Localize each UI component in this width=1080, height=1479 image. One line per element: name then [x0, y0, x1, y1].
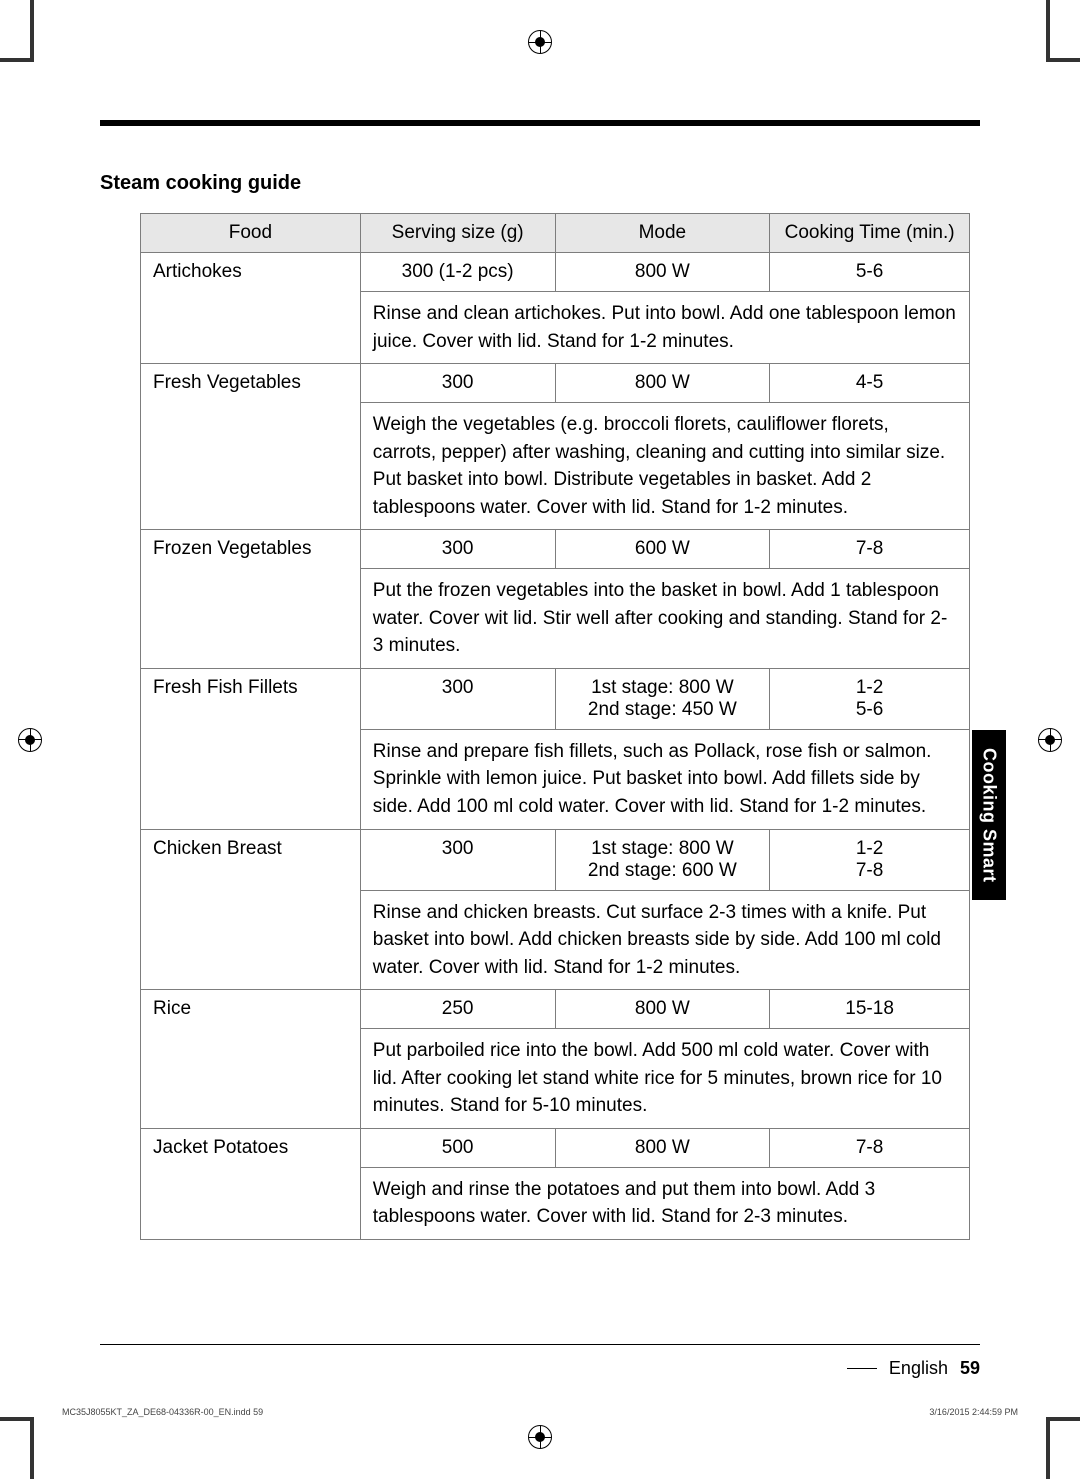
cell-serving-size: 500: [360, 1128, 555, 1167]
print-footer-right: 3/16/2015 2:44:59 PM: [929, 1407, 1018, 1417]
registration-mark: [528, 30, 552, 54]
cell-mode: 800 W: [555, 990, 770, 1029]
cell-serving-size: 300: [360, 668, 555, 729]
cell-mode: 800 W: [555, 1128, 770, 1167]
header-size: Serving size (g): [360, 214, 555, 253]
cell-food: Artichokes: [141, 253, 361, 364]
section-title: Steam cooking guide: [100, 172, 980, 195]
registration-mark: [18, 728, 42, 752]
steam-cooking-table: Food Serving size (g) Mode Cooking Time …: [140, 213, 970, 1240]
table-row: Fresh Vegetables300800 W4-5: [141, 364, 970, 403]
registration-mark: [1038, 728, 1062, 752]
cell-description: Put the frozen vegetables into the baske…: [360, 569, 969, 669]
table-row: Frozen Vegetables300600 W7-8: [141, 530, 970, 569]
header-food: Food: [141, 214, 361, 253]
cell-cooking-time: 15-18: [770, 990, 970, 1029]
header-time: Cooking Time (min.): [770, 214, 970, 253]
cell-food: Jacket Potatoes: [141, 1128, 361, 1239]
table-header-row: Food Serving size (g) Mode Cooking Time …: [141, 214, 970, 253]
cell-food: Frozen Vegetables: [141, 530, 361, 669]
table-row: Fresh Fish Fillets3001st stage: 800 W 2n…: [141, 668, 970, 729]
cell-cooking-time: 4-5: [770, 364, 970, 403]
footer-language: English: [889, 1358, 948, 1379]
cell-mode: 1st stage: 800 W 2nd stage: 450 W: [555, 668, 770, 729]
table-row: Rice250800 W15-18: [141, 990, 970, 1029]
table-row: Artichokes300 (1-2 pcs)800 W5-6: [141, 253, 970, 292]
cell-food: Chicken Breast: [141, 829, 361, 990]
cell-cooking-time: 1-2 5-6: [770, 668, 970, 729]
bottom-rule: [100, 1344, 980, 1345]
cell-mode: 800 W: [555, 253, 770, 292]
header-mode: Mode: [555, 214, 770, 253]
cell-serving-size: 300: [360, 364, 555, 403]
table-row: Jacket Potatoes500800 W7-8: [141, 1128, 970, 1167]
table-row: Chicken Breast3001st stage: 800 W 2nd st…: [141, 829, 970, 890]
cell-description: Weigh and rinse the potatoes and put the…: [360, 1167, 969, 1239]
footer-page-number: 59: [960, 1358, 980, 1379]
cell-description: Weigh the vegetables (e.g. broccoli flor…: [360, 403, 969, 530]
cell-cooking-time: 7-8: [770, 1128, 970, 1167]
print-footer-left: MC35J8055KT_ZA_DE68-04336R-00_EN.indd 59: [62, 1407, 263, 1417]
cell-cooking-time: 5-6: [770, 253, 970, 292]
cell-serving-size: 300: [360, 829, 555, 890]
cell-description: Rinse and clean artichokes. Put into bow…: [360, 292, 969, 364]
cell-serving-size: 300: [360, 530, 555, 569]
cell-cooking-time: 1-2 7-8: [770, 829, 970, 890]
cell-food: Fresh Vegetables: [141, 364, 361, 530]
page-content: Steam cooking guide Food Serving size (g…: [100, 120, 980, 1379]
cell-food: Fresh Fish Fillets: [141, 668, 361, 829]
registration-mark: [528, 1425, 552, 1449]
cell-serving-size: 300 (1-2 pcs): [360, 253, 555, 292]
cell-food: Rice: [141, 990, 361, 1129]
cell-mode: 800 W: [555, 364, 770, 403]
cell-description: Put parboiled rice into the bowl. Add 50…: [360, 1029, 969, 1129]
cell-mode: 1st stage: 800 W 2nd stage: 600 W: [555, 829, 770, 890]
side-tab: Cooking Smart: [972, 730, 1006, 900]
page-footer: English 59: [847, 1358, 980, 1379]
cell-serving-size: 250: [360, 990, 555, 1029]
cell-mode: 600 W: [555, 530, 770, 569]
cell-description: Rinse and prepare fish fillets, such as …: [360, 729, 969, 829]
cell-cooking-time: 7-8: [770, 530, 970, 569]
top-rule: [100, 120, 980, 126]
cell-description: Rinse and chicken breasts. Cut surface 2…: [360, 890, 969, 990]
